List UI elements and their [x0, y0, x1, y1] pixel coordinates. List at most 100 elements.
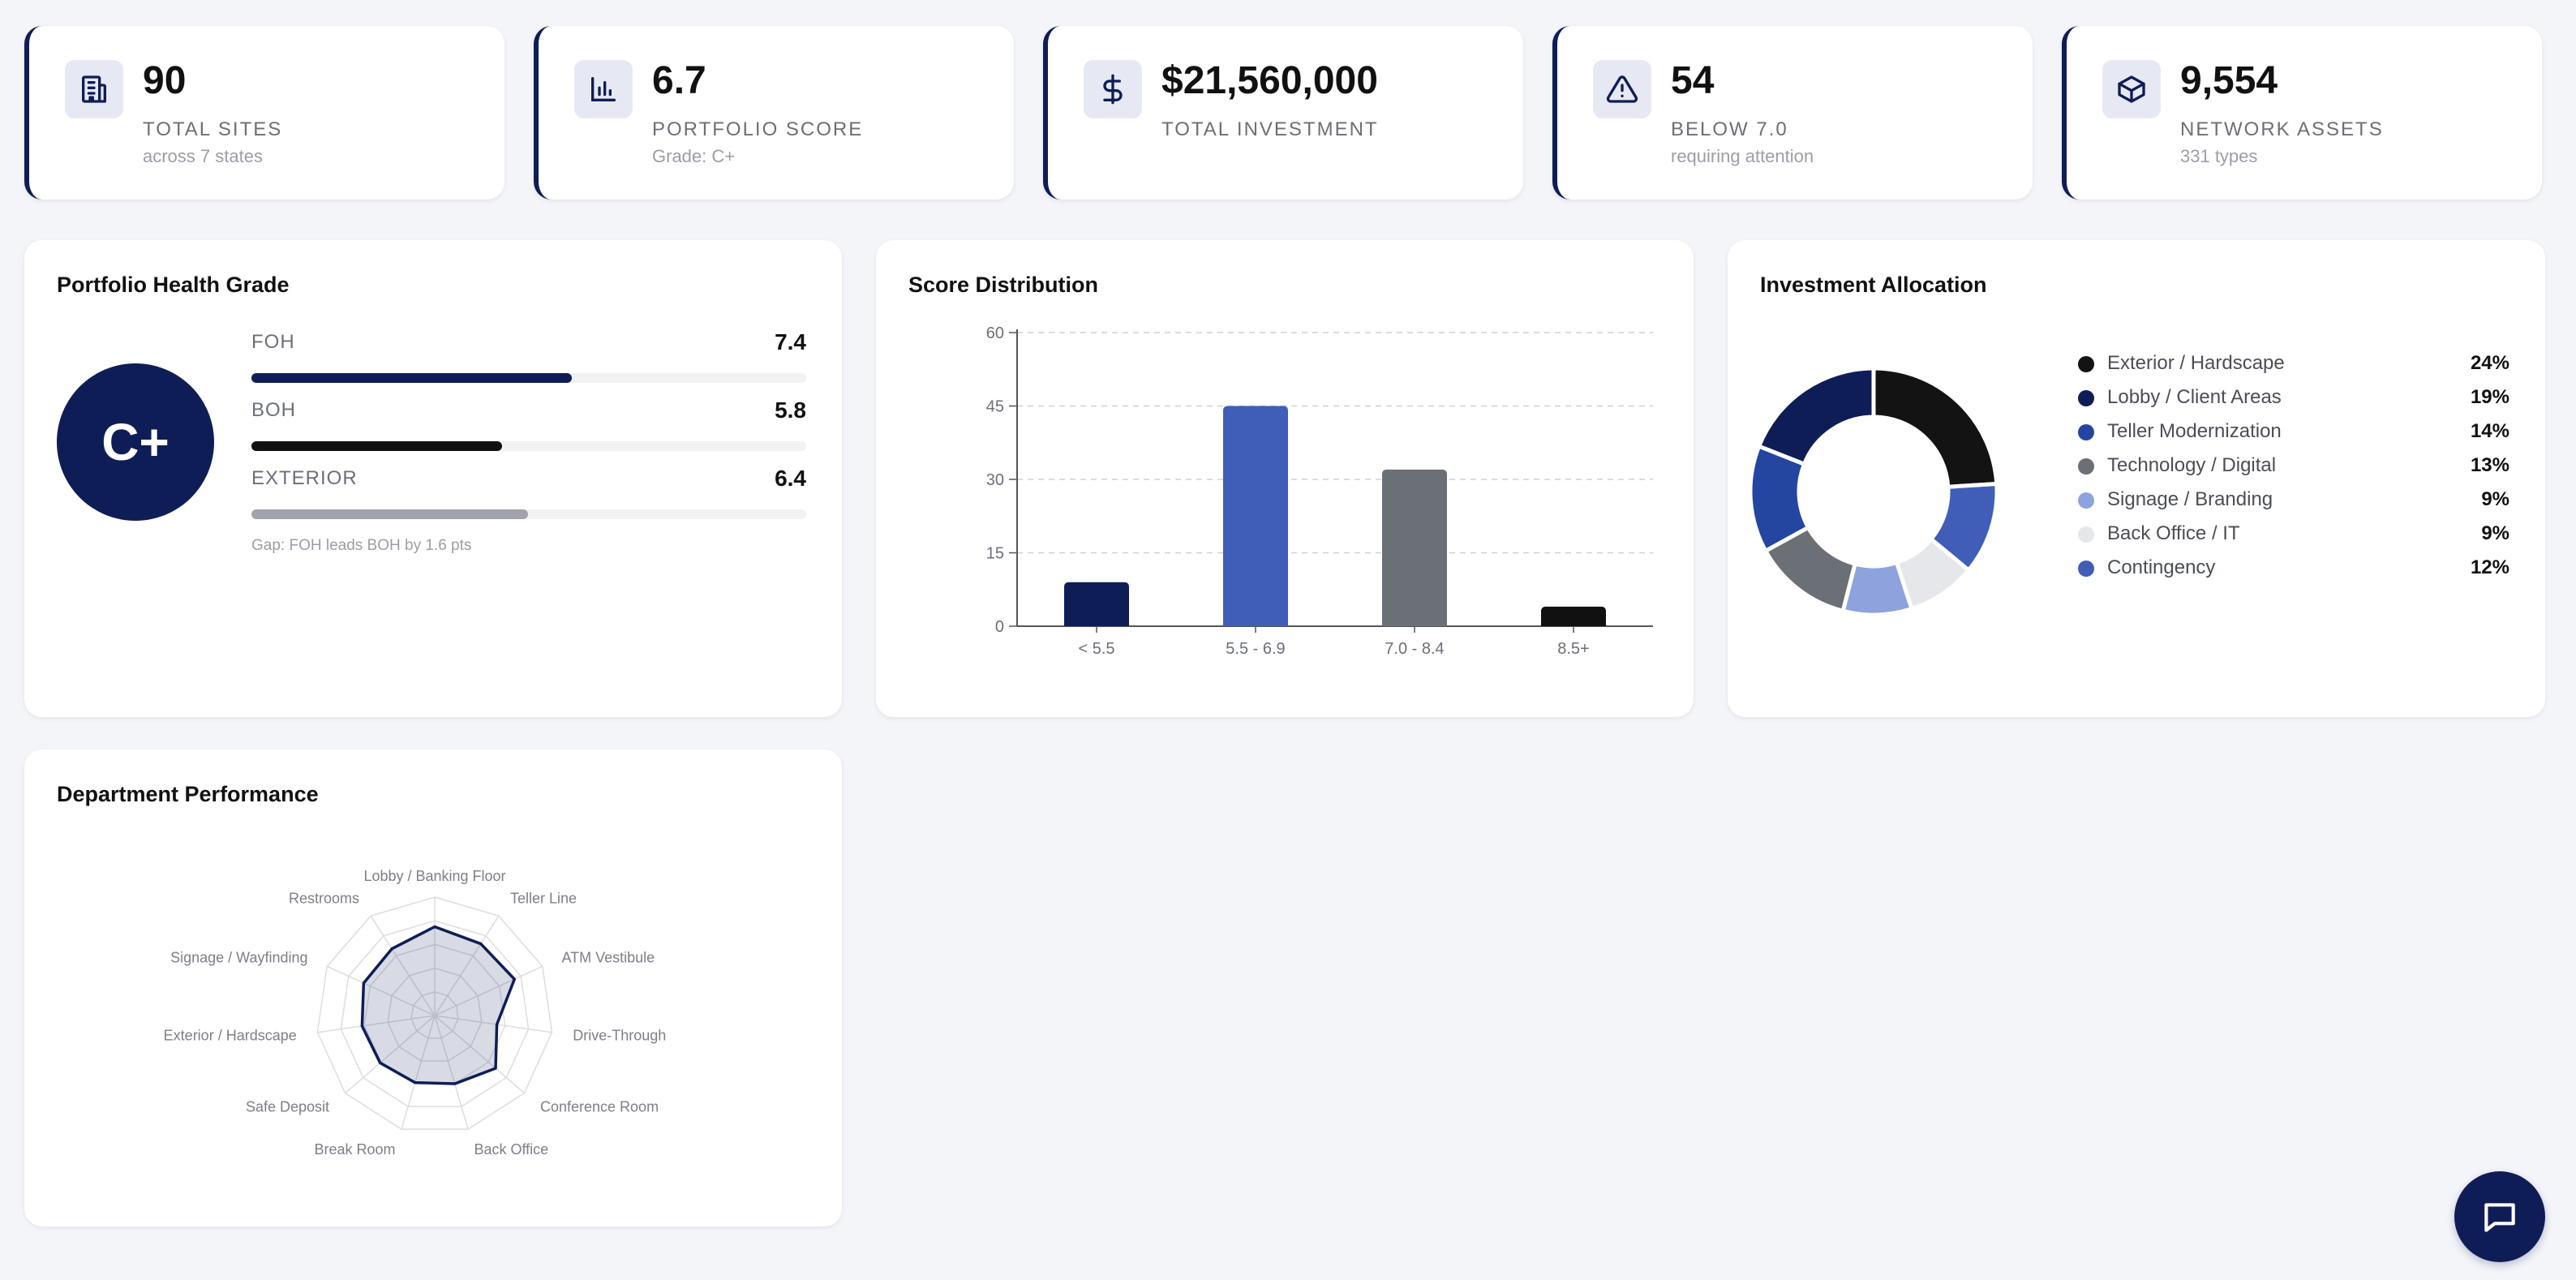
legend-item: Lobby / Client Areas 19% [2078, 383, 2509, 415]
legend-percent: 13% [2470, 454, 2509, 476]
donut-slice [1757, 366, 1876, 466]
y-tick-label: 0 [995, 618, 1004, 636]
metric-value: 5.8 [775, 397, 806, 423]
kpi-card-network-assets: 9,554 NETWORK ASSETS 331 types [2062, 26, 2542, 200]
x-tick-label: < 5.5 [1078, 640, 1114, 658]
investment-allocation-card: Investment Allocation Exterior / Hardsca… [1728, 240, 2545, 717]
radar-axis-label: Drive-Through [573, 1027, 666, 1043]
gap-note: Gap: FOH leads BOH by 1.6 pts [251, 537, 472, 554]
radar-axis-label: Teller Line [510, 890, 577, 906]
metric-value: 6.4 [775, 466, 806, 491]
legend-label: Exterior / Hardscape [2107, 352, 2285, 374]
metric-name: FOH [251, 331, 295, 353]
grade-badge: C+ [57, 363, 214, 521]
x-tick-label: 8.5+ [1557, 640, 1589, 658]
y-tick-label: 45 [986, 398, 1004, 416]
donut-slice [1871, 366, 1999, 489]
bar-chart-icon [591, 77, 616, 102]
radar-spoke [317, 1015, 436, 1033]
kpi-value: $21,560,000 [1161, 59, 1378, 102]
bar [1382, 469, 1447, 626]
bar-chart-icon-box [574, 60, 633, 118]
legend-label: Signage / Branding [2107, 488, 2273, 510]
legend-label: Teller Modernization [2107, 420, 2282, 442]
metric-track [251, 441, 806, 451]
radar-axis-label: Lobby / Banking Floor [363, 868, 505, 884]
radar-spoke [345, 1015, 436, 1094]
investment-donut-chart [1748, 366, 1999, 617]
legend-item: Contingency 12% [2078, 553, 2509, 586]
legend-item: Teller Modernization 14% [2078, 417, 2509, 449]
radar-spoke [434, 1015, 525, 1094]
kpi-label: TOTAL SITES [143, 118, 283, 140]
dollar-icon [1103, 74, 1123, 105]
kpi-value: 6.7 [652, 59, 706, 102]
radar-ring [340, 920, 530, 1107]
radar-axis-label: ATM Vestibule [561, 950, 655, 966]
legend-percent: 12% [2470, 556, 2509, 578]
card-title: Portfolio Health Grade [57, 273, 290, 297]
radar-axis-label: Back Office [474, 1141, 548, 1158]
legend-swatch [2078, 526, 2094, 543]
kpi-label: PORTFOLIO SCORE [652, 118, 864, 140]
radar-spoke [326, 965, 436, 1016]
radar-axis-label: Conference Room [540, 1099, 659, 1115]
dollar-icon-box [1084, 60, 1142, 118]
legend-item: Signage / Branding 9% [2078, 485, 2509, 518]
bar [1223, 406, 1288, 626]
radar-ring [410, 991, 459, 1039]
radar-spoke [434, 915, 500, 1016]
warning-icon [1606, 75, 1638, 103]
score-distribution-chart: 0 15 30 45 60 < 5.5 5.5 - 6.9 7.0 - 8.4 8.5+ [986, 324, 1653, 658]
radar-spoke [434, 1015, 552, 1033]
legend-label: Lobby / Client Areas [2107, 386, 2282, 408]
radar-axis-label: Safe Deposit [246, 1099, 329, 1115]
card-title: Department Performance [57, 782, 319, 806]
y-tick-label: 30 [986, 471, 1004, 489]
legend-percent: 9% [2481, 488, 2509, 510]
building-icon [82, 75, 106, 103]
department-radar-chart: Lobby / Banking Floor Teller Line ATM Vest… [164, 868, 667, 1158]
metric-bar [251, 441, 503, 451]
metric-track [251, 373, 806, 383]
building-icon-box [65, 60, 123, 118]
score-distribution-card: Score Distribution 0 15 30 45 60 < 5.5 5.5 - 6… [876, 240, 1694, 717]
radar-spoke [370, 915, 436, 1016]
radar-axis-label: Exterior / Hardscape [164, 1027, 297, 1043]
legend-swatch [2078, 492, 2094, 509]
metric-name: BOH [251, 399, 297, 421]
y-tick-label: 15 [986, 545, 1004, 563]
metric-bar [251, 373, 572, 383]
legend-item: Back Office / IT 9% [2078, 519, 2509, 552]
legend-swatch [2078, 356, 2094, 372]
radar-axis-label: Break Room [314, 1141, 395, 1158]
x-tick-label: 7.0 - 8.4 [1385, 640, 1444, 658]
card-title: Score Distribution [908, 273, 1099, 297]
bar [1541, 606, 1606, 626]
metric-name: EXTERIOR [251, 467, 358, 489]
portfolio-health-card: Portfolio Health Grade C+ FOH 7.4 BOH 5.… [24, 240, 842, 717]
radar-area [360, 925, 517, 1085]
y-tick-label: 60 [986, 324, 1004, 342]
warning-icon-box [1593, 60, 1651, 118]
chat-icon [2484, 1203, 2515, 1232]
kpi-card-portfolio-score: 6.7 PORTFOLIO SCORE Grade: C+ [534, 26, 1014, 200]
metric-track [251, 509, 806, 519]
bar [1064, 582, 1129, 626]
chat-button[interactable] [2454, 1171, 2545, 1262]
legend-percent: 14% [2470, 420, 2509, 442]
kpi-card-below-threshold: 54 BELOW 7.0 requiring attention [1552, 26, 2033, 200]
box-icon-box [2102, 60, 2161, 118]
kpi-value: 54 [1671, 59, 1715, 102]
radar-spoke [434, 1015, 469, 1130]
kpi-label: BELOW 7.0 [1671, 118, 1788, 140]
metric-value: 7.4 [775, 329, 806, 354]
radar-spoke [401, 1015, 436, 1130]
card-title: Investment Allocation [1760, 273, 1987, 297]
legend-percent: 19% [2470, 386, 2509, 408]
kpi-subtext: across 7 states [143, 146, 263, 166]
kpi-label: NETWORK ASSETS [2180, 118, 2384, 140]
box-icon [2118, 75, 2145, 103]
kpi-card-total-sites: 90 TOTAL SITES across 7 states [24, 26, 504, 200]
radar-axis-label: Restrooms [289, 890, 359, 906]
